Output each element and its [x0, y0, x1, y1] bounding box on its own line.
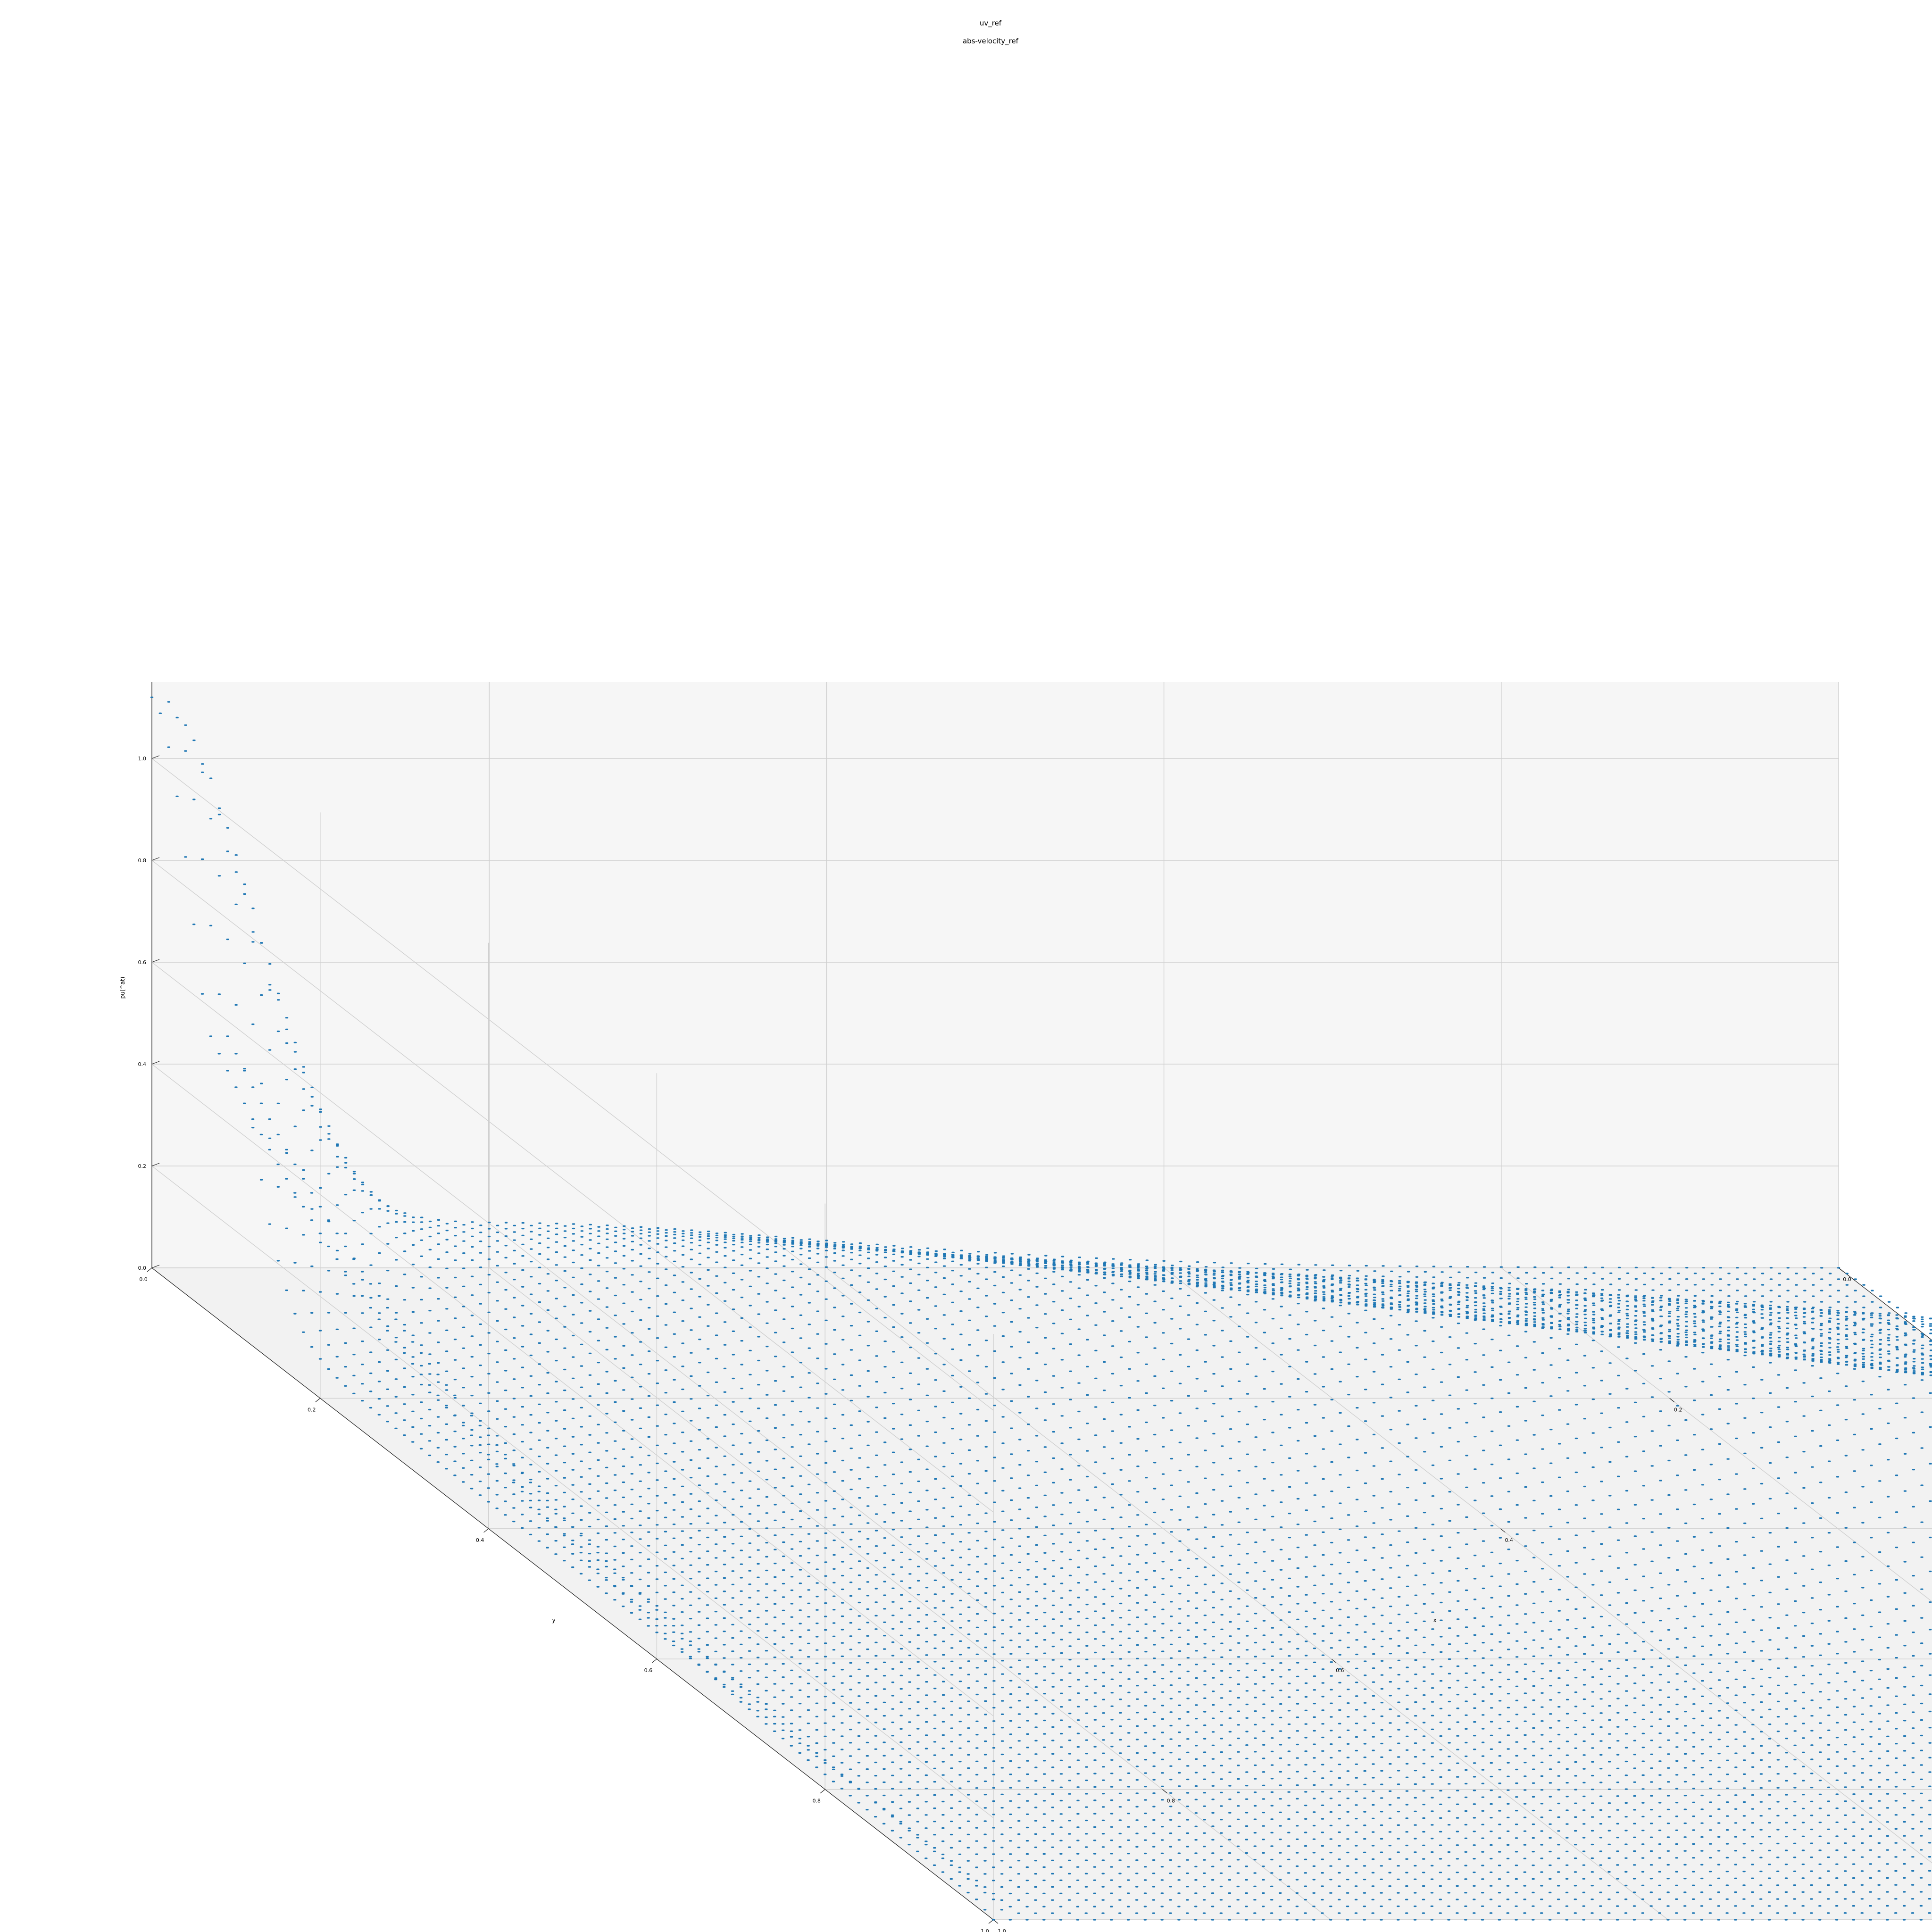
- y-tick: [483, 1528, 489, 1533]
- z-tick-label: 0.4: [138, 1061, 147, 1067]
- x-tick-label: 0.4: [1505, 1537, 1513, 1543]
- x-tick-label: 1.0: [998, 1928, 1006, 1932]
- z-tick: [151, 857, 160, 861]
- y-tick: [315, 1398, 321, 1402]
- x-tick: [1500, 1528, 1506, 1533]
- z-tick-label: 0.0: [138, 1265, 147, 1271]
- y-tick: [820, 1789, 825, 1794]
- x-tick: [1669, 1398, 1674, 1402]
- x-tick: [1331, 1658, 1337, 1663]
- axes-title: abs-velocity_ref: [963, 37, 1019, 46]
- x-tick-label: 0.0: [1843, 1276, 1851, 1282]
- z-tick: [151, 1163, 160, 1166]
- x-tick-label: 0.2: [1674, 1407, 1682, 1413]
- z-tick: [151, 1061, 160, 1065]
- y-tick-label: 0.8: [812, 1798, 821, 1804]
- z-tick: [151, 755, 160, 759]
- axis-lines: [151, 682, 1932, 1920]
- figure-suptitle: uv_ref: [980, 19, 1002, 28]
- z-tick-label: 1.0: [138, 756, 147, 762]
- z-tick-label: 0.6: [138, 959, 147, 966]
- z-axis-label: pu(^at): [119, 977, 126, 999]
- x-tick-label: 0.6: [1336, 1667, 1344, 1674]
- z-tick: [151, 1265, 160, 1268]
- y-tick: [652, 1658, 657, 1663]
- y-tick-label: 0.0: [139, 1276, 148, 1282]
- y-tick-label: 0.4: [476, 1537, 484, 1543]
- y-tick-label: 1.0: [981, 1928, 989, 1932]
- y-tick: [147, 1267, 152, 1272]
- x-tick-label: 0.8: [1167, 1798, 1175, 1804]
- z-tick-label: 0.2: [138, 1163, 147, 1169]
- y-axis-label: y: [552, 1617, 555, 1624]
- pane-back-right: [152, 682, 1839, 1268]
- x-tick: [1162, 1789, 1167, 1794]
- z-tick-label: 0.8: [138, 858, 147, 864]
- x-axis-label: x: [1433, 1617, 1436, 1624]
- y-tick-label: 0.6: [644, 1667, 653, 1674]
- scatter-series-abs-velocity: [150, 696, 1932, 1921]
- z-tick: [151, 959, 160, 963]
- pane-floor: [152, 1268, 1932, 1920]
- axis-ticks: 0.0 0.2 0.4 0.6 0.8 1.0 0.0 0.2 0.4 0.6 0.8 1.0 0.0 0…: [138, 755, 1851, 1932]
- scatter-points: [150, 696, 1932, 1921]
- y-axis-line: [151, 1267, 994, 1920]
- y-tick-label: 0.2: [308, 1407, 316, 1413]
